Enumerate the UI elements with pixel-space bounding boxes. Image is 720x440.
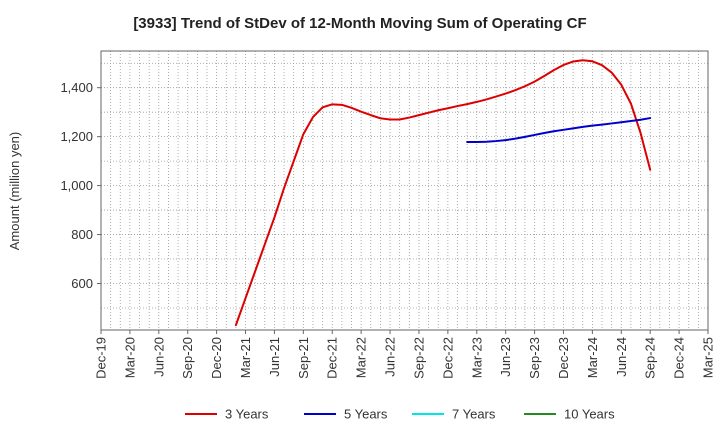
x-tick-label: Jun-20: [151, 337, 166, 377]
y-axis-label: Amount (million yen): [7, 132, 22, 251]
series-line-1: [234, 59, 652, 327]
legend: 3 Years 5 Years 7 Years 10 Years: [185, 407, 615, 422]
series-line-2: [466, 117, 652, 144]
y-tick-label: 1,000: [60, 178, 93, 193]
x-tick-label: Sep-24: [643, 337, 658, 379]
x-tick-label: Jun-21: [267, 337, 282, 377]
legend-label: 10 Years: [564, 407, 615, 422]
x-tick-label: Mar-22: [354, 337, 369, 378]
x-tick-label: Sep-21: [296, 337, 311, 379]
y-tick-label: 1,400: [60, 80, 93, 95]
x-tick-label: Sep-22: [411, 337, 426, 379]
plot-area: 600 800 1,000 1,200 1,400 Dec-19 Mar-20 Jun-20 S…: [60, 50, 716, 379]
x-tick-label: Dec-20: [209, 337, 224, 379]
x-tick-label: Jun-23: [498, 337, 513, 377]
x-tick-label: Mar-24: [585, 337, 600, 378]
legend-label: 3 Years: [225, 407, 269, 422]
y-tick-label: 1,200: [60, 129, 93, 144]
plot-border: [100, 50, 709, 331]
y-tick-label: 600: [71, 276, 93, 291]
x-tick-label: Jun-22: [383, 337, 398, 377]
legend-label: 5 Years: [344, 407, 388, 422]
legend-label: 7 Years: [452, 407, 496, 422]
x-tick-label: Mar-21: [238, 337, 253, 378]
chart-title: [3933] Trend of StDev of 12-Month Moving…: [133, 15, 586, 32]
x-tick-label: Sep-23: [527, 337, 542, 379]
x-tick-label: Dec-19: [94, 337, 109, 379]
x-tick-label: Dec-23: [556, 337, 571, 379]
x-tick-label: Dec-24: [672, 337, 687, 379]
x-tick-label: Dec-22: [440, 337, 455, 379]
x-tick-label: Jun-24: [614, 337, 629, 377]
x-tick-label: Mar-20: [122, 337, 137, 378]
x-tick-label: Sep-20: [180, 337, 195, 379]
y-tick-label: 800: [71, 227, 93, 242]
plot-background: [101, 51, 708, 330]
x-tick-label: Mar-25: [701, 337, 716, 378]
x-tick-label: Mar-23: [469, 337, 484, 378]
x-tick-label: Dec-21: [325, 337, 340, 379]
